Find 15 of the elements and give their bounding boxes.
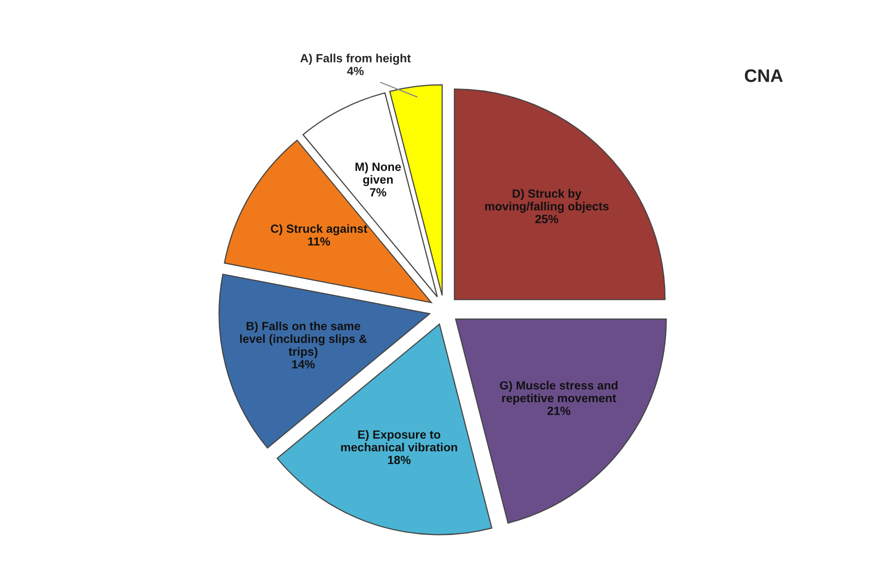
data-label: 14% (292, 360, 315, 368)
slice-label: G) Muscle stress and repetitive movement (500, 380, 618, 405)
data-label: 11% (308, 237, 330, 246)
data-label: 7% (370, 188, 386, 196)
slice-label: C) Struck against (270, 224, 368, 236)
data-label: 18% (388, 456, 411, 464)
data-label: 25% (535, 214, 558, 224)
slice-label: D) Struck by moving/falling objects (485, 189, 609, 213)
data-label: 4% (347, 66, 364, 76)
slice-label: B) Falls on the same level (including slips & trips) (240, 322, 367, 358)
text: CNA (744, 69, 783, 82)
data-label: 21% (547, 406, 570, 415)
slice-label: E) Exposure to mechanical vibration (341, 430, 458, 452)
slice-label: A) Falls from height (300, 54, 411, 65)
slice-label: M) None given (356, 162, 401, 186)
